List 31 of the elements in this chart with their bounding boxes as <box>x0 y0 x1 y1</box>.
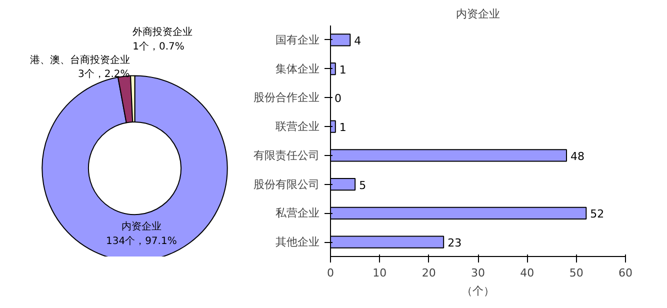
data-label: 23 <box>448 236 462 250</box>
x-tick-label: 20 <box>422 266 436 280</box>
x-tick-label: 10 <box>372 266 387 280</box>
y-tick-label: 国有企业 <box>276 33 320 46</box>
slice-label: 港、澳、台商投资企业 <box>30 54 130 66</box>
data-label: 134个，97.1% <box>106 235 177 248</box>
y-tick-label: 有限责任公司 <box>254 148 320 162</box>
x-tick-label: 30 <box>471 266 485 280</box>
chart-title: 内资企业 <box>456 8 500 20</box>
data-label: 3个，2.2% <box>78 68 130 80</box>
data-label: 4 <box>354 34 362 48</box>
x-axis-title: （个） <box>462 284 494 298</box>
data-label: 52 <box>590 208 604 221</box>
data-label: 1 <box>339 63 346 76</box>
data-label: 1个，0.7% <box>132 40 184 52</box>
x-tick-label: 0 <box>327 266 334 280</box>
data-label: 5 <box>359 178 366 192</box>
x-tick-label: 50 <box>569 266 584 280</box>
y-tick-label: 其他企业 <box>276 236 320 249</box>
data-label: 1 <box>339 121 346 134</box>
slice-label: 外商投资企业 <box>132 26 193 38</box>
x-tick-label: 40 <box>520 266 534 280</box>
y-tick-label: 股份有限公司 <box>254 178 320 191</box>
data-label: 0 <box>334 92 342 106</box>
y-tick-label: 私营企业 <box>276 206 320 220</box>
y-tick-label: 股份合作企业 <box>254 91 320 104</box>
y-tick-label: 集体企业 <box>276 62 320 76</box>
data-label: 48 <box>570 150 584 163</box>
y-tick-label: 联营企业 <box>276 120 320 134</box>
slice-label: 内资企业 <box>121 220 162 233</box>
x-tick-label: 60 <box>618 266 632 280</box>
